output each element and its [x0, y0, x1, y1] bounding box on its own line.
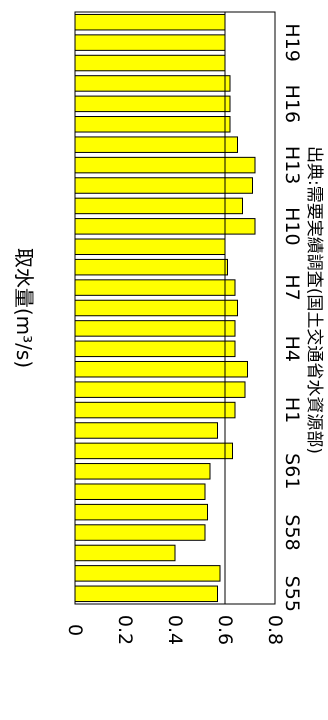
- category-tick-label: H7: [281, 274, 303, 300]
- bar: [74, 483, 206, 500]
- bar: [74, 299, 238, 317]
- bar: [74, 401, 236, 419]
- bar: [74, 565, 221, 582]
- category-tick-label: H19: [281, 23, 303, 61]
- bar: [74, 116, 231, 133]
- bar: [74, 136, 238, 153]
- bar: [74, 524, 206, 541]
- bar: [74, 585, 218, 603]
- value-tick-label: 0: [64, 624, 86, 636]
- bar: [74, 34, 226, 51]
- bar: [74, 218, 256, 235]
- bar: [74, 177, 253, 194]
- category-tick-label: H1: [281, 397, 303, 423]
- category-tick-label: S61: [281, 453, 303, 489]
- category-tick-label: S58: [281, 514, 303, 550]
- bar: [74, 503, 208, 521]
- bar: [74, 258, 228, 276]
- bar: [74, 463, 211, 480]
- category-tick-label: H16: [281, 85, 303, 123]
- category-tick-label: S55: [281, 576, 303, 612]
- value-tick-label: 0.8: [264, 615, 286, 645]
- bar: [74, 544, 176, 562]
- bar: [74, 442, 233, 460]
- value-tick-label: 0.4: [164, 615, 186, 645]
- category-tick-label: H13: [281, 146, 303, 184]
- source-note: 出典:需要実績調査(国土交通省水資源部): [304, 146, 324, 454]
- bar: [74, 279, 236, 296]
- bar: [74, 197, 243, 215]
- category-tick-label: H4: [281, 336, 303, 362]
- bar: [74, 13, 226, 31]
- value-tick-label: 0.2: [114, 615, 136, 645]
- bar: [74, 320, 236, 337]
- bar: [74, 360, 248, 378]
- bar: [74, 75, 231, 92]
- bar: [74, 422, 218, 439]
- plot-area: 0.8 0.6 0.4 0.2 0 S55 S58 S61 H1 H4 H7 H10 H13 H16 H19: [64, 11, 303, 645]
- bar: [74, 54, 226, 72]
- bar: [74, 381, 246, 398]
- value-tick-label: 0.6: [214, 615, 236, 645]
- bar: [74, 95, 231, 113]
- category-tick-label: H10: [281, 207, 303, 245]
- y-axis-label: 取水量(m³/s): [12, 248, 36, 368]
- bar: [74, 340, 236, 358]
- bar: [74, 156, 256, 174]
- bar: [74, 238, 226, 256]
